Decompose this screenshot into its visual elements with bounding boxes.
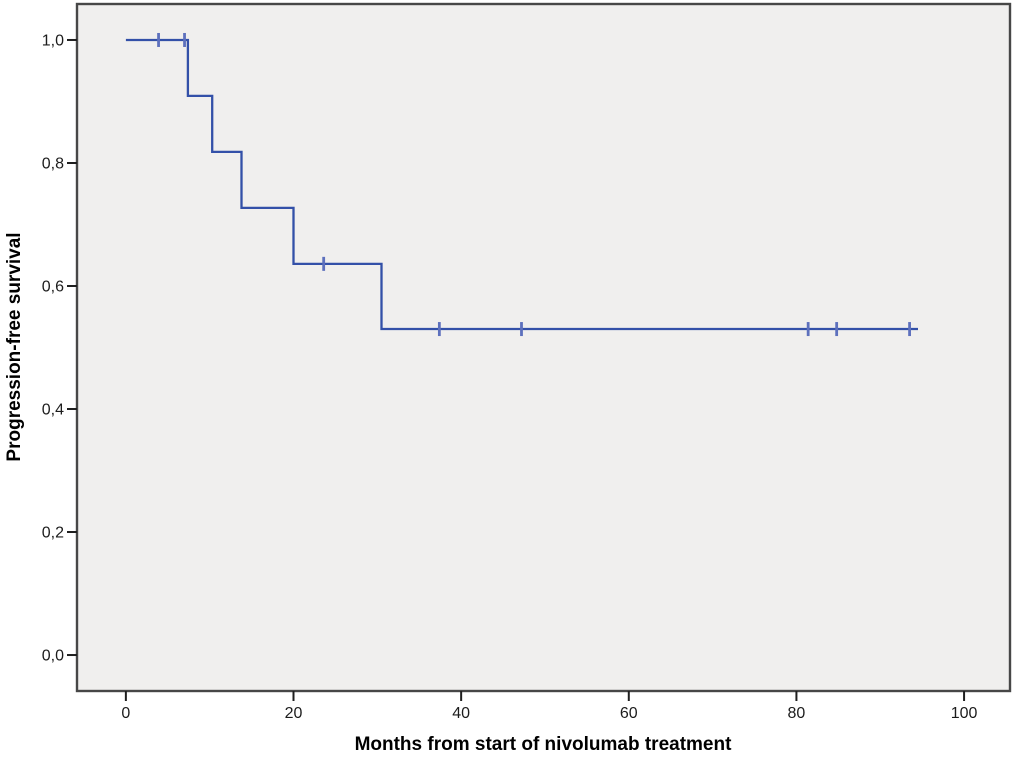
x-tick-label: 40 bbox=[452, 705, 470, 722]
x-axis-title-text: Months from start of nivolumab treatment bbox=[354, 734, 732, 755]
km-curve bbox=[125, 38, 918, 331]
y-tick-label: 0,2 bbox=[42, 525, 64, 542]
x-tick-label: 100 bbox=[951, 705, 978, 722]
x-tick-label: 80 bbox=[788, 705, 806, 722]
plot-area bbox=[75, 2, 1012, 693]
y-tick-label: 0,4 bbox=[42, 402, 64, 419]
y-tick-label: 0,8 bbox=[42, 155, 64, 172]
x-tick-label: 20 bbox=[285, 705, 303, 722]
y-tick-label: 1,0 bbox=[42, 32, 64, 49]
y-tick-label: 0,0 bbox=[42, 648, 64, 665]
x-tick-label: 0 bbox=[121, 705, 130, 722]
y-tick-label: 0,6 bbox=[42, 278, 64, 295]
x-tick-label: 60 bbox=[620, 705, 638, 722]
y-axis-title-text: Progression-free survival bbox=[4, 232, 25, 462]
